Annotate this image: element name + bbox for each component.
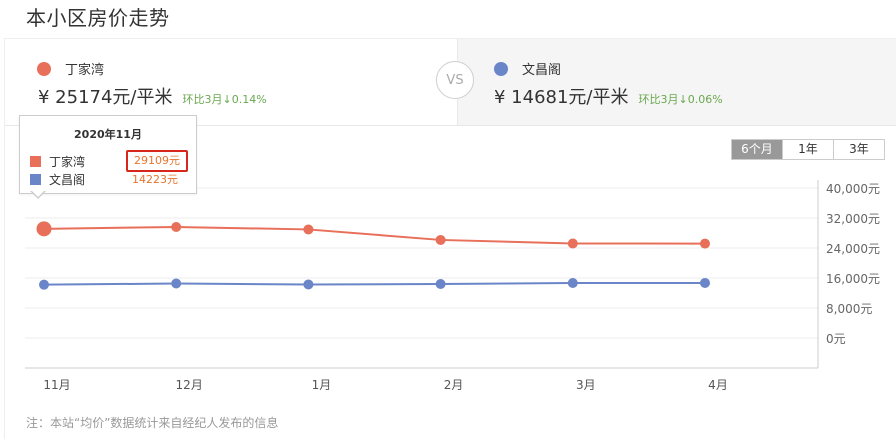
series-line xyxy=(43,281,706,286)
red-swatch-icon xyxy=(30,155,41,167)
x-tick-label: 4月 xyxy=(708,378,728,392)
y-tick-label: 32,000元 xyxy=(826,212,880,226)
tooltip-series-name: 文昌阁 xyxy=(49,172,86,187)
data-point[interactable] xyxy=(36,221,52,237)
tooltip-row: 文昌阁 14223元 xyxy=(30,171,180,187)
x-tick-label: 1月 xyxy=(311,378,332,392)
tooltip-row: 丁家湾 29109元 xyxy=(30,150,188,172)
x-tick-label: 12月 xyxy=(175,378,203,392)
y-tick-label: 8,000元 xyxy=(826,302,873,316)
series-line xyxy=(43,225,706,245)
right-price-row: ¥ 14681元/平米 环比3月↓0.06% xyxy=(494,83,723,109)
compare-right: 文昌阁 ¥ 14681元/平米 环比3月↓0.06% xyxy=(457,39,896,125)
data-point[interactable] xyxy=(303,224,314,235)
data-point[interactable] xyxy=(435,234,446,245)
data-point[interactable] xyxy=(700,277,710,288)
y-tick-label: 40,000元 xyxy=(826,182,880,196)
compare-header: 丁家湾 ¥ 25174元/平米 环比3月↓0.14% 文昌阁 ¥ 14681元/… xyxy=(5,39,896,126)
left-series-dot-icon xyxy=(37,61,51,76)
tooltip-pointer-icon xyxy=(30,190,46,199)
footnote: 注：本站“均价”数据统计来自经纪人发布的信息 xyxy=(26,416,279,430)
tab-1-year[interactable]: 1年 xyxy=(782,140,833,159)
left-name-row: 丁家湾 xyxy=(37,59,104,78)
compare-left: 丁家湾 ¥ 25174元/平米 环比3月↓0.14% xyxy=(5,39,456,125)
y-tick-label: 0元 xyxy=(826,332,846,346)
range-tabs: 6个月 1年 3年 xyxy=(731,139,885,160)
tooltip-title: 2020年11月 xyxy=(74,128,142,141)
left-price-row: ¥ 25174元/平米 环比3月↓0.14% xyxy=(38,83,267,109)
data-point[interactable] xyxy=(435,279,446,289)
data-point[interactable] xyxy=(171,278,182,289)
data-point[interactable] xyxy=(303,279,314,290)
right-price: ¥ 14681元/平米 xyxy=(494,87,629,108)
right-series-dot-icon xyxy=(494,61,508,76)
page-title: 本小区房价走势 xyxy=(26,6,170,30)
data-point[interactable] xyxy=(567,278,578,289)
x-tick-label: 3月 xyxy=(575,378,596,392)
compare-card xyxy=(4,38,896,439)
right-community-name: 文昌阁 xyxy=(522,63,562,78)
blue-swatch-icon xyxy=(30,173,41,185)
tab-3-years[interactable]: 3年 xyxy=(833,140,884,159)
tooltip-value: 14223元 xyxy=(132,173,178,186)
chart-tooltip: 2020年11月 丁家湾 29109元 文昌阁 14223元 xyxy=(19,115,197,194)
y-tick-label: 24,000元 xyxy=(826,242,880,256)
data-point[interactable] xyxy=(700,238,710,249)
right-name-row: 文昌阁 xyxy=(494,59,561,78)
y-tick-label: 16,000元 xyxy=(826,272,880,286)
left-community-name: 丁家湾 xyxy=(65,63,105,78)
tooltip-series-name: 丁家湾 xyxy=(49,154,86,169)
chart-series xyxy=(36,221,710,290)
left-price: ¥ 25174元/平米 xyxy=(38,87,173,108)
vs-badge: VS xyxy=(436,61,474,99)
right-change: 环比3月↓0.06% xyxy=(638,93,723,106)
data-point[interactable] xyxy=(171,222,182,232)
tooltip-value-highlighted: 29109元 xyxy=(126,150,188,172)
x-tick-label: 11月 xyxy=(43,378,71,392)
chart-gridlines xyxy=(25,187,818,339)
tab-6-months[interactable]: 6个月 xyxy=(732,140,782,159)
data-point[interactable] xyxy=(39,279,49,290)
data-point[interactable] xyxy=(567,238,578,249)
left-change: 环比3月↓0.14% xyxy=(182,93,267,106)
x-tick-label: 2月 xyxy=(443,378,464,392)
